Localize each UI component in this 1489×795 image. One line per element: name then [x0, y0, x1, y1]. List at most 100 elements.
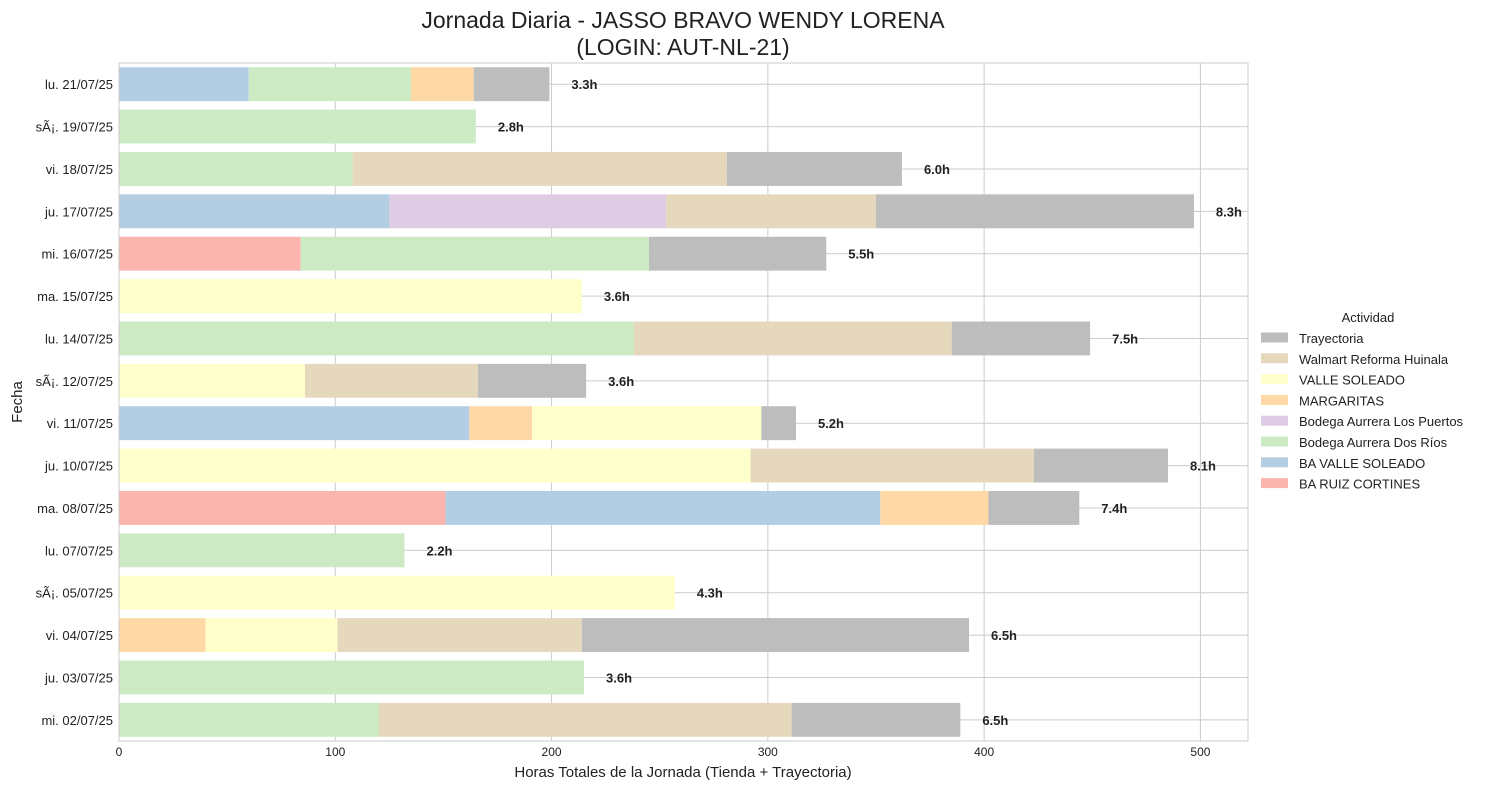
y-tick-label: sÃ¡. 12/07/25: [36, 374, 113, 389]
legend-swatch: [1261, 478, 1288, 489]
bar-segment: [119, 236, 301, 271]
bar-total-label: 3.6h: [606, 670, 632, 685]
bar-segment: [581, 618, 969, 653]
bar-segment: [666, 194, 876, 229]
bar-total-label: 7.5h: [1112, 331, 1138, 346]
y-tick-label: lu. 21/07/25: [45, 77, 113, 92]
bar-segment: [469, 406, 533, 441]
y-tick-label: lu. 07/07/25: [45, 543, 113, 558]
y-axis-label: Fecha: [9, 381, 26, 423]
bar-segment: [726, 151, 902, 186]
bar-segment: [119, 448, 751, 483]
chart-title-line1: Jornada Diaria - JASSO BRAVO WENDY LOREN…: [421, 7, 945, 33]
bar-total-label: 7.4h: [1101, 501, 1127, 516]
y-tick-label: sÃ¡. 05/07/25: [36, 586, 113, 601]
bar-segment: [880, 490, 989, 525]
bar-segment: [119, 575, 675, 610]
bar-segment: [378, 702, 792, 737]
bar-total-label: 3.6h: [604, 289, 630, 304]
y-tick-labels: lu. 21/07/25 sÃ¡. 19/07/25 vi. 18/07/25 ju.…: [36, 77, 113, 728]
legend-label: Walmart Reforma Huinala: [1299, 352, 1449, 367]
legend-swatch: [1261, 374, 1288, 385]
legend-swatch: [1261, 394, 1288, 405]
y-tick-label: vi. 11/07/25: [47, 416, 113, 431]
legend-swatch: [1261, 332, 1288, 343]
y-tick-label: ju. 03/07/25: [44, 670, 113, 685]
x-tick-label: 400: [974, 745, 994, 759]
bar-segment: [119, 660, 585, 695]
legend-swatch: [1261, 457, 1288, 468]
y-tick-label: mi. 02/07/25: [41, 713, 113, 728]
bar-segment: [791, 702, 961, 737]
legend-swatch: [1261, 415, 1288, 426]
bar-segment: [119, 151, 353, 186]
bar-segment: [389, 194, 667, 229]
labels-layer: 3.3h 2.8h 6.0h 8.3h 5.5h 3.6h 7.5h 3.6h 5.2h 8.1h…: [426, 77, 1242, 728]
x-tick-label: 300: [758, 745, 778, 759]
bar-segment: [119, 618, 206, 653]
bar-total-label: 5.2h: [818, 416, 844, 431]
bar-segment: [410, 67, 474, 102]
bar-total-label: 4.3h: [697, 586, 723, 601]
bar-total-label: 3.3h: [571, 77, 597, 92]
legend-label: BA RUIZ CORTINES: [1299, 477, 1420, 492]
y-tick-label: vi. 18/07/25: [46, 162, 113, 177]
bar-segment: [300, 236, 649, 271]
legend-label: Bodega Aurrera Los Puertos: [1299, 414, 1464, 429]
x-tick-label: 100: [325, 745, 345, 759]
legend-label: BA VALLE SOLEADO: [1299, 456, 1425, 471]
bar-segment: [648, 236, 827, 271]
legend-swatch: [1261, 436, 1288, 447]
x-tick-label: 500: [1190, 745, 1210, 759]
legend-label: Bodega Aurrera Dos Ríos: [1299, 435, 1448, 450]
bar-segment: [988, 490, 1080, 525]
legend: Actividad Trayectoria Walmart Reforma Hui…: [1261, 310, 1464, 492]
bar-segment: [337, 618, 582, 653]
bars-layer: [119, 67, 1194, 737]
bar-segment: [951, 321, 1091, 356]
bar-segment: [119, 321, 634, 356]
y-tick-label: ma. 15/07/25: [37, 289, 113, 304]
y-tick-label: sÃ¡. 19/07/25: [36, 120, 113, 135]
legend-title: Actividad: [1342, 310, 1395, 325]
bar-total-label: 6.5h: [982, 713, 1008, 728]
bar-segment: [1033, 448, 1168, 483]
bar-total-label: 6.0h: [924, 162, 950, 177]
y-tick-label: ma. 08/07/25: [37, 501, 113, 516]
bar-segment: [119, 406, 470, 441]
bar-segment: [473, 67, 550, 102]
x-tick-labels: 0 100 200 300 400 500: [116, 745, 1211, 759]
bar-segment: [532, 406, 762, 441]
bar-segment: [119, 194, 390, 229]
plot-frame: [118, 62, 1249, 742]
x-axis-label: Horas Totales de la Jornada (Tienda + Tr…: [514, 764, 851, 781]
chart-title-line2: (LOGIN: AUT-NL-21): [576, 34, 789, 60]
bar-segment: [305, 363, 479, 398]
bar-total-label: 8.3h: [1216, 204, 1242, 219]
bar-segment: [205, 618, 338, 653]
legend-label: VALLE SOLEADO: [1299, 373, 1405, 388]
bar-total-label: 5.5h: [848, 247, 874, 262]
bar-total-label: 6.5h: [991, 628, 1017, 643]
bar-segment: [119, 67, 249, 102]
bar-total-label: 3.6h: [608, 374, 634, 389]
bar-segment: [875, 194, 1194, 229]
x-tick-label: 0: [116, 745, 123, 759]
y-tick-label: ju. 10/07/25: [44, 459, 113, 474]
bar-segment: [633, 321, 952, 356]
bar-total-label: 2.8h: [498, 120, 524, 135]
bar-segment: [352, 151, 727, 186]
y-tick-label: mi. 16/07/25: [41, 247, 113, 262]
legend-label: MARGARITAS: [1299, 393, 1384, 408]
bar-segment: [248, 67, 411, 102]
y-tick-label: lu. 14/07/25: [45, 331, 113, 346]
bar-segment: [750, 448, 1034, 483]
bar-segment: [119, 533, 405, 568]
bar-segment: [119, 702, 379, 737]
bar-total-label: 2.2h: [426, 543, 452, 558]
bar-total-label: 8.1h: [1190, 459, 1216, 474]
y-tick-label: vi. 04/07/25: [46, 628, 113, 643]
bar-segment: [119, 109, 476, 144]
